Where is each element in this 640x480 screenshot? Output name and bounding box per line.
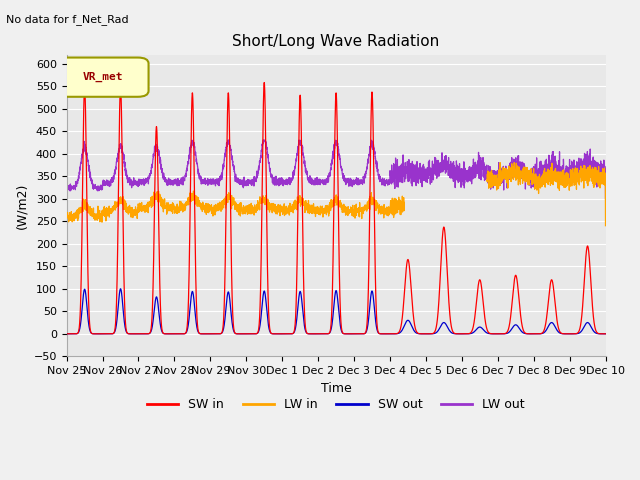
FancyBboxPatch shape — [57, 58, 148, 97]
Legend: SW in, LW in, SW out, LW out: SW in, LW in, SW out, LW out — [142, 394, 530, 417]
Text: VR_met: VR_met — [83, 72, 124, 82]
Y-axis label: (W/m2): (W/m2) — [15, 182, 28, 228]
Title: Short/Long Wave Radiation: Short/Long Wave Radiation — [232, 34, 440, 49]
X-axis label: Time: Time — [321, 382, 351, 395]
Text: No data for f_Net_Rad: No data for f_Net_Rad — [6, 14, 129, 25]
